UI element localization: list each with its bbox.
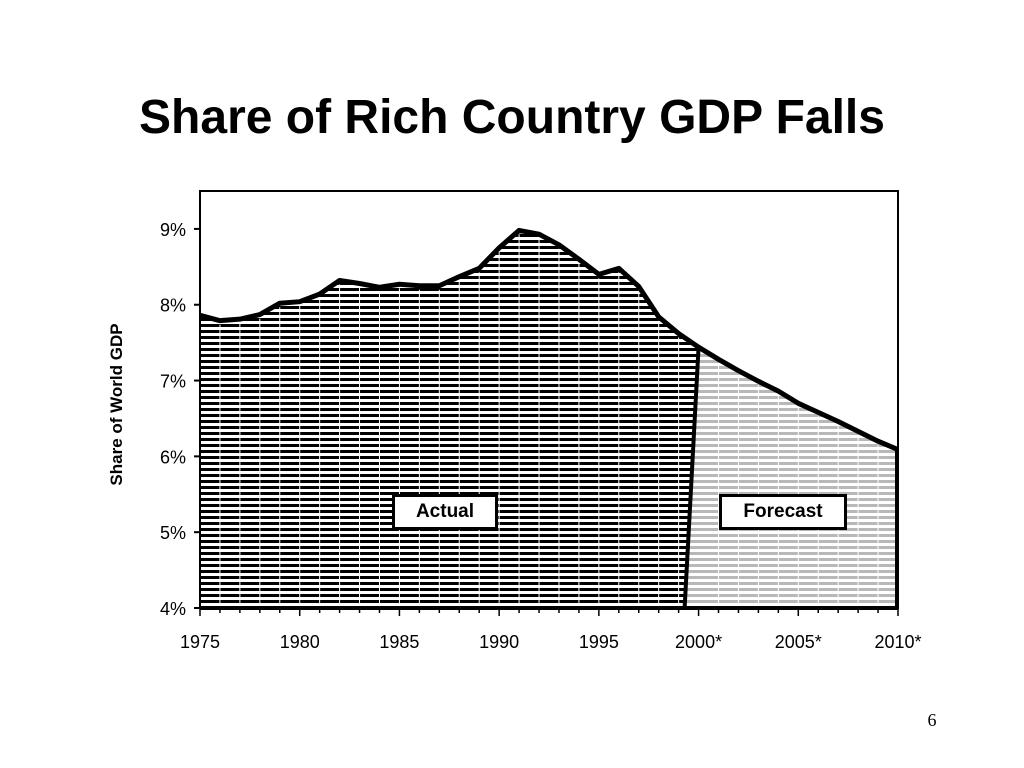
page-number: 6: [927, 710, 937, 730]
actual-area: [200, 230, 699, 608]
x-tick-label: 1990: [479, 632, 519, 652]
x-tick-label: 1980: [280, 632, 320, 652]
actual-label: Actual: [392, 494, 498, 530]
chart-areas: [199, 227, 899, 610]
plot-frame: [199, 190, 899, 609]
gdp-share-line: [199, 227, 899, 452]
forecast-area: [684, 347, 898, 608]
y-tick-label: 7%: [160, 372, 186, 392]
y-tick-label: 6%: [160, 447, 186, 467]
y-axis-label: Share of World GDP: [107, 323, 126, 485]
x-tick-label: 2010*: [874, 632, 921, 652]
y-tick-label: 9%: [160, 220, 186, 240]
y-tick-label: 8%: [160, 296, 186, 316]
y-axis: 4% 5% 6% 7% 8% 9%: [160, 220, 200, 619]
x-tick-label: 2000*: [675, 632, 722, 652]
x-tick-label: 2005*: [775, 632, 822, 652]
forecast-divider: [682, 347, 701, 609]
x-tick-label: 1985: [379, 632, 419, 652]
x-tick-label: 1995: [579, 632, 619, 652]
forecast-label: Forecast: [719, 494, 847, 530]
y-tick-label: 4%: [160, 599, 186, 619]
x-tick-label: 1975: [180, 632, 220, 652]
x-axis: 1975 1980 1985 1990 1995 2000* 2005* 2010*: [180, 608, 922, 652]
y-tick-label: 5%: [160, 523, 186, 543]
slide-title: Share of Rich Country GDP Falls: [139, 91, 885, 144]
